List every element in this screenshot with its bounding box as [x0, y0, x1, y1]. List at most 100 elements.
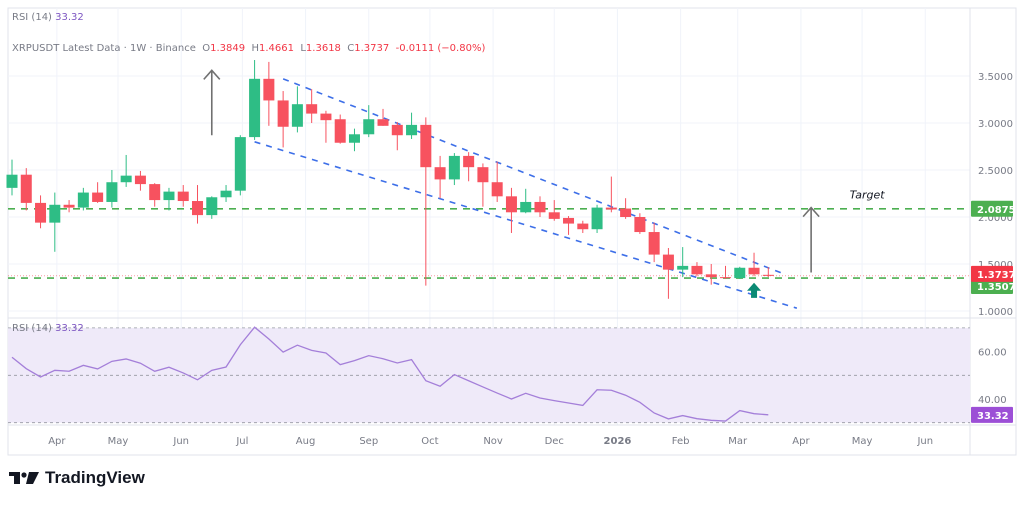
candle-down: [505, 196, 517, 213]
candle-down: [306, 104, 318, 114]
level-price-badge: 2.0875: [977, 205, 1016, 216]
candle-down: [762, 274, 774, 276]
rsi-tick-label: 40.00: [978, 395, 1007, 406]
candle-up: [234, 137, 246, 191]
price-tick-label: 3.5000: [978, 72, 1013, 83]
candle-up: [348, 134, 360, 143]
target-annotation: Target: [850, 188, 886, 201]
open-value: 1.3849: [210, 43, 246, 54]
candle-down: [491, 182, 503, 197]
time-tick-label: Jul: [235, 436, 248, 447]
candle-down: [391, 124, 403, 136]
candle-up: [6, 174, 18, 188]
level-price-badge-bg: [971, 200, 1013, 217]
candles: [6, 60, 774, 299]
time-tick-label: Jun: [916, 436, 933, 447]
channel-lower-line: [254, 141, 798, 309]
candle-down: [563, 217, 575, 224]
time-tick-label: 2026: [604, 436, 632, 447]
rsi-line: [11, 326, 769, 422]
signal-arrow-up-icon: [747, 282, 762, 298]
candle-up: [220, 190, 232, 198]
candle-down: [134, 175, 146, 185]
open-label: O: [202, 43, 211, 54]
symbol-info[interactable]: XRPUSDT Latest Data · 1W · Binance: [12, 43, 196, 54]
time-tick-label: Mar: [728, 436, 748, 447]
rsi-pane: [8, 326, 970, 424]
candle-up: [363, 119, 375, 135]
close-value: 1.3737: [354, 43, 390, 54]
level-price-badge: 1.3507: [977, 282, 1016, 293]
candle-down: [192, 201, 204, 216]
candle-up: [406, 124, 418, 136]
horizontal-levels: [8, 207, 970, 279]
tradingview-brand-name: TradingView: [45, 468, 145, 487]
candle-down: [748, 267, 760, 275]
candle-down: [334, 119, 346, 143]
tradingview-logo[interactable]: TradingView: [9, 468, 145, 488]
candle-up: [163, 191, 175, 201]
time-tick-label: Jun: [172, 436, 189, 447]
candle-down: [35, 202, 47, 223]
candle-down: [691, 265, 703, 275]
rsi-pane-legend: RSI (14) 33.32: [12, 323, 84, 334]
arrows: [203, 69, 820, 298]
candle-down: [548, 212, 560, 219]
candle-up: [291, 104, 303, 127]
candle-down: [705, 274, 717, 278]
candle-down: [577, 223, 589, 230]
time-tick-label: Dec: [545, 436, 564, 447]
channel-upper-line: [282, 78, 783, 275]
arrow-up-icon: [203, 69, 221, 136]
time-tick-label: May: [852, 436, 873, 447]
rsi-header-value: 33.32: [55, 12, 84, 23]
arrow-up-icon: [802, 206, 820, 273]
high-label: H: [251, 43, 259, 54]
candle-down: [263, 78, 275, 101]
rsi-header-label: RSI (14): [12, 12, 52, 23]
time-tick-label: Apr: [792, 436, 810, 447]
low-value: 1.3618: [305, 43, 341, 54]
ohlc-legend: XRPUSDT Latest Data · 1W · Binance O1.38…: [12, 43, 485, 54]
candle-down: [434, 167, 446, 180]
candle-down: [277, 100, 289, 127]
candle-down: [420, 124, 432, 168]
candle-up: [49, 204, 61, 223]
candle-down: [149, 184, 161, 201]
candle-down: [463, 155, 475, 168]
candle-up: [106, 182, 118, 202]
low-label: L: [300, 43, 306, 54]
candle-down: [634, 217, 646, 233]
candle-down: [720, 277, 731, 279]
time-tick-label: Sep: [359, 436, 378, 447]
level-price-badge-bg: [971, 278, 1013, 295]
candle-up: [520, 201, 532, 213]
candle-down: [605, 207, 617, 210]
price-tick-label: 2.5000: [978, 166, 1013, 177]
rsi-header: RSI (14) 33.32: [12, 12, 84, 23]
price-tick-label: 1.5000: [978, 260, 1013, 271]
price-tick-label: 3.0000: [978, 119, 1013, 130]
price-axis[interactable]: 3.5000 3.0000 2.5000 2.0000 1.5000 1.0000 60.0…: [971, 72, 1016, 423]
candle-down: [92, 192, 104, 202]
candle-down: [320, 113, 332, 121]
rsi-pane-value: 33.32: [55, 323, 84, 334]
candle-up: [591, 207, 603, 230]
tradingview-logo-icon: [9, 472, 39, 484]
close-label: C: [347, 43, 355, 54]
time-tick-label: May: [108, 436, 129, 447]
candle-down: [662, 254, 674, 270]
chart-frame: [7, 7, 1017, 456]
candle-down: [177, 191, 189, 202]
time-axis[interactable]: Apr May Jun Jul Aug Sep Oct Nov Dec 2026 Feb Mar Apr…: [48, 436, 933, 447]
rsi-pane-label: RSI (14): [12, 323, 52, 334]
change-value: -0.0111 (−0.80%): [395, 43, 486, 54]
candle-up: [448, 155, 460, 180]
time-tick-label: Oct: [421, 436, 438, 447]
time-tick-label: Aug: [296, 436, 316, 447]
time-tick-label: Nov: [483, 436, 503, 447]
candle-up: [677, 265, 689, 270]
candle-down: [477, 167, 489, 183]
rsi-tick-label: 60.00: [978, 348, 1007, 359]
